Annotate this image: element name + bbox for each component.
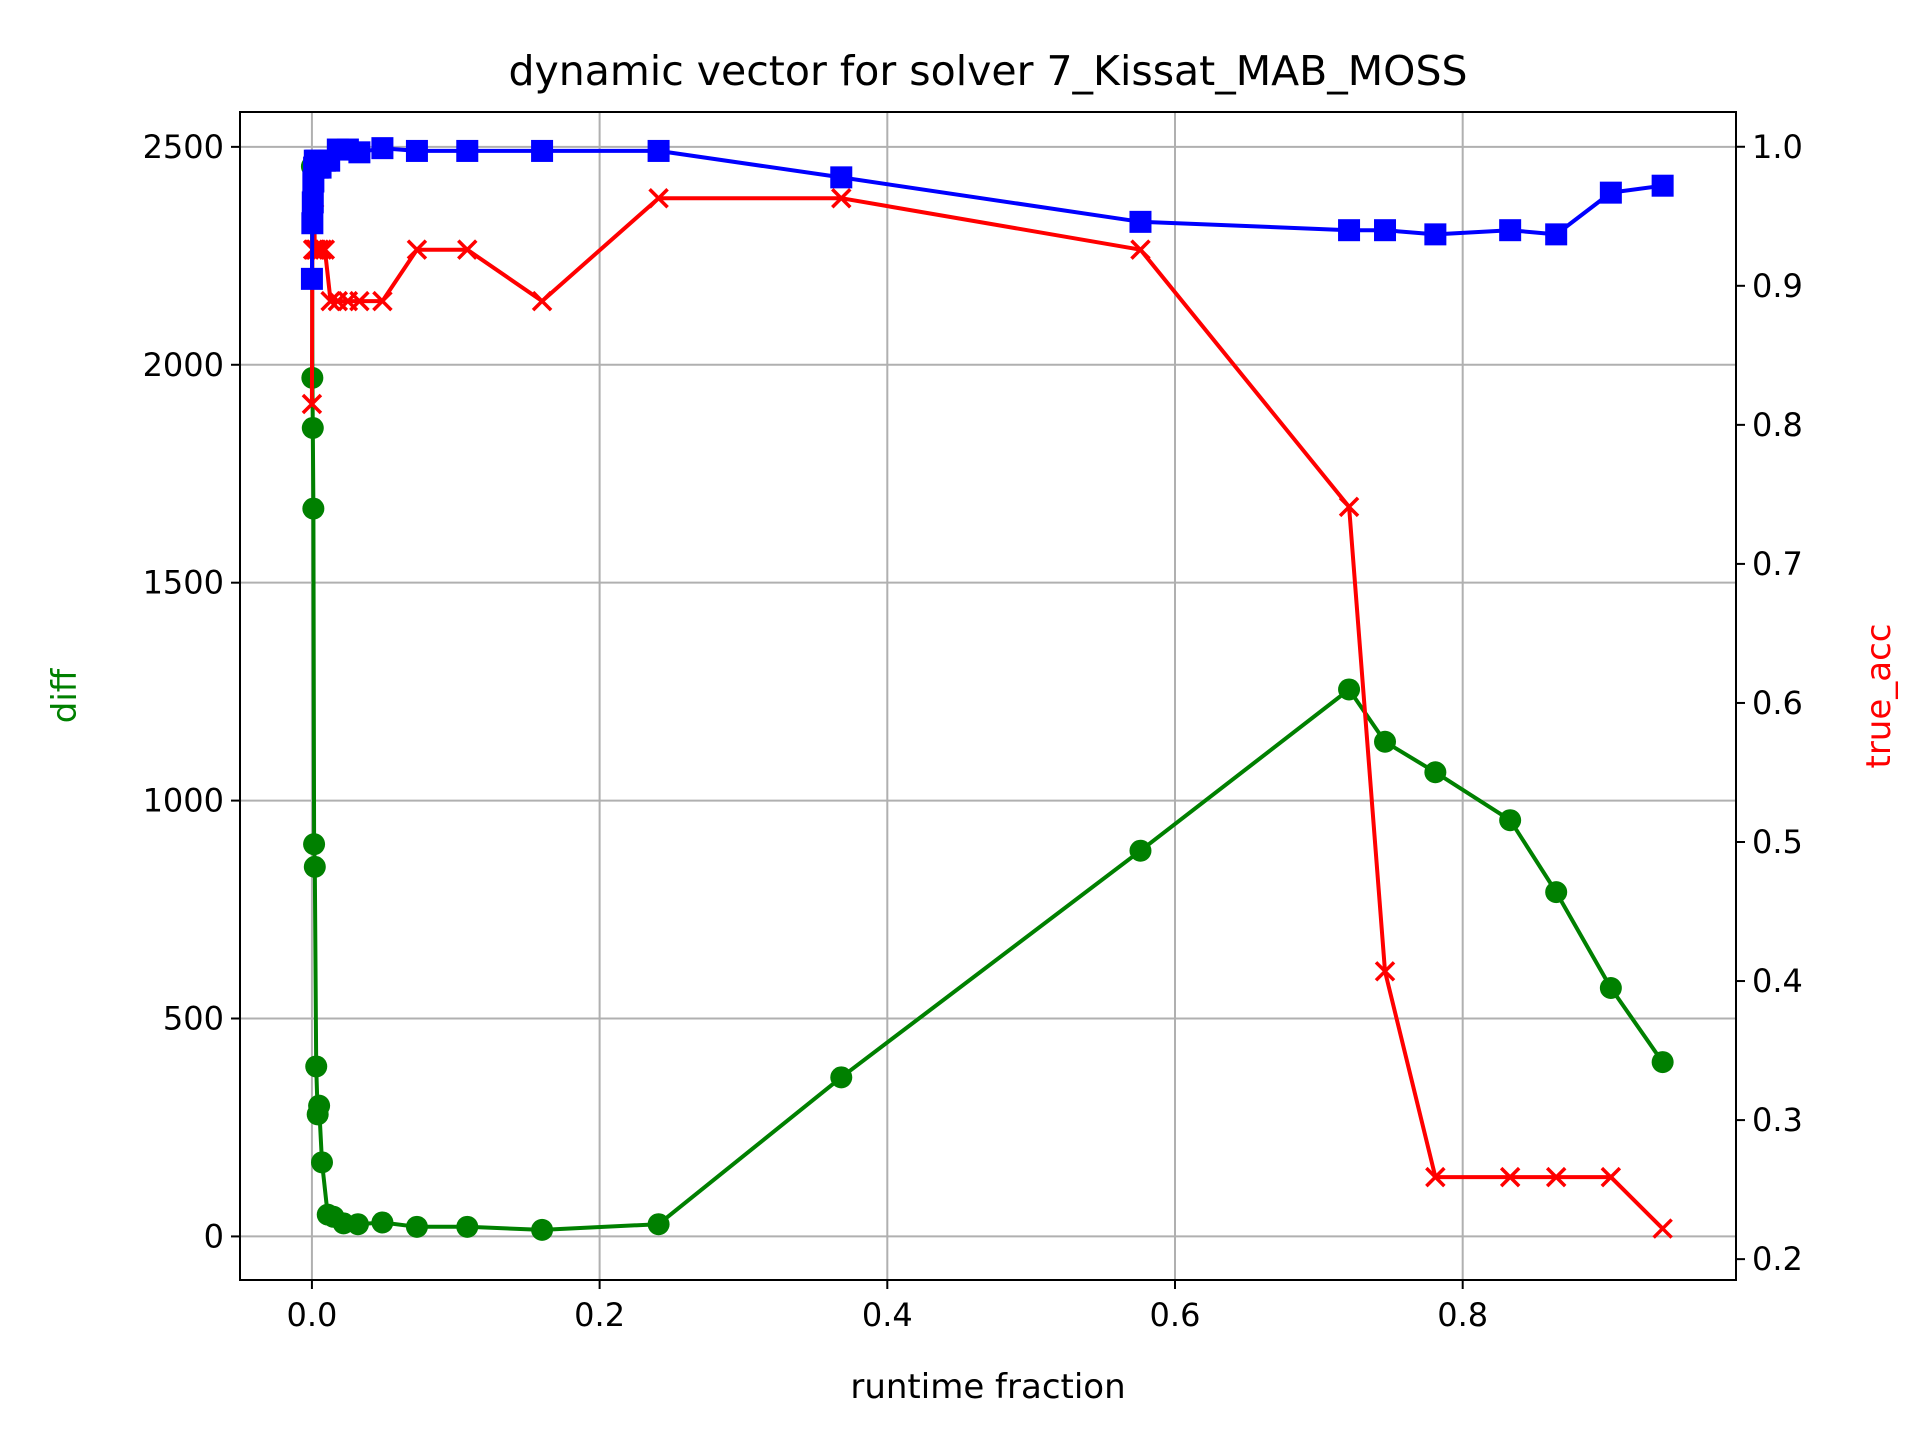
y-left-tick-label: 2500 <box>143 128 224 166</box>
data-point-circle <box>1374 730 1397 753</box>
data-point-circle <box>303 833 326 856</box>
x-axis-title: runtime fraction <box>850 1367 1125 1407</box>
data-point-circle <box>302 497 325 520</box>
y-right-tick-label: 0.5 <box>1752 823 1803 861</box>
y-left-tick-label: 1500 <box>143 564 224 602</box>
data-point-circle <box>1338 678 1361 701</box>
data-point-square <box>1499 219 1522 242</box>
data-point-x <box>1652 1218 1673 1239</box>
y-right-tick-label: 0.7 <box>1752 545 1803 583</box>
y-axis-right-title: true_acc <box>1859 624 1899 769</box>
axes: 0.0 0.2 0.4 0.6 0.8 0 500 1000 1500 2000 2500 0.2 0.… <box>143 128 1803 1334</box>
data-point-circle <box>830 1066 853 1089</box>
data-point-circle <box>1499 809 1522 832</box>
data-point-circle <box>305 1055 328 1078</box>
data-point-square <box>531 139 554 162</box>
data-point-circle <box>303 855 326 878</box>
data-point-square <box>1545 223 1568 246</box>
data-point-x <box>831 187 852 209</box>
data-point-square <box>1599 181 1622 204</box>
data-point-circle <box>1545 881 1568 904</box>
data-point-circle <box>1651 1051 1674 1074</box>
x-tick-label: 0.4 <box>862 1296 913 1334</box>
data-point-circle <box>456 1215 479 1238</box>
data-point-square <box>647 139 670 162</box>
data-point-square <box>1374 219 1397 242</box>
data-point-circle <box>531 1218 554 1241</box>
x-tick-label: 0.2 <box>574 1296 625 1334</box>
series-circle-line <box>309 166 1665 1232</box>
data-point-circle <box>1599 977 1622 999</box>
data-point-x <box>457 239 478 260</box>
data-point-x <box>531 290 553 312</box>
data-point-x <box>1338 496 1360 518</box>
data-point-square <box>371 137 394 160</box>
series-x-group <box>301 187 1673 1239</box>
data-point-circle <box>308 1094 331 1117</box>
data-point-circle <box>1424 761 1447 784</box>
data-point-x <box>1600 1166 1622 1188</box>
x-tick-label: 0.0 <box>286 1296 337 1334</box>
data-point-square <box>456 139 479 162</box>
data-point-square <box>300 267 323 290</box>
data-point-circle <box>1129 839 1152 862</box>
y-axis-left-title: diff <box>45 667 85 723</box>
y-right-tick-label: 0.6 <box>1752 684 1803 722</box>
data-point-x <box>311 239 333 260</box>
data-point-x <box>1374 961 1396 982</box>
data-point-circle <box>371 1211 394 1234</box>
x-tick-label: 0.8 <box>1437 1296 1488 1334</box>
y-left-tick-label: 500 <box>163 1000 224 1038</box>
plot-frame <box>239 111 1737 1281</box>
y-left-tick-label: 1000 <box>143 782 224 820</box>
data-point-x <box>1545 1166 1567 1188</box>
data-point-square <box>348 141 371 164</box>
y-right-tick-label: 1.0 <box>1752 128 1803 166</box>
series-layer <box>300 137 1674 1241</box>
chart-title: dynamic vector for solver 7_Kissat_MAB_M… <box>508 47 1467 95</box>
data-point-square <box>1651 174 1674 197</box>
data-point-x <box>320 290 341 312</box>
x-tick-label: 0.6 <box>1150 1296 1201 1334</box>
data-point-circle <box>301 416 324 439</box>
grid <box>240 112 1736 1280</box>
y-right-tick-label: 0.2 <box>1752 1240 1803 1278</box>
data-point-circle <box>310 1151 333 1174</box>
data-point-square <box>1129 210 1152 233</box>
data-point-x <box>1425 1166 1446 1188</box>
data-point-square <box>1424 223 1447 246</box>
data-point-x <box>314 239 336 260</box>
data-point-square <box>1338 219 1361 242</box>
y-right-tick-label: 0.8 <box>1752 406 1803 444</box>
data-point-x <box>1130 239 1151 260</box>
data-point-square <box>301 212 324 235</box>
data-point-x <box>372 290 393 312</box>
data-point-x <box>1499 1166 1521 1188</box>
data-point-x <box>301 393 323 415</box>
data-point-x <box>648 187 669 209</box>
y-right-tick-label: 0.3 <box>1752 1101 1803 1139</box>
data-point-circle <box>405 1215 428 1238</box>
y-right-tick-label: 0.4 <box>1752 962 1803 1000</box>
data-point-square <box>405 139 428 162</box>
y-right-tick-label: 0.9 <box>1752 267 1803 305</box>
data-point-x <box>406 239 428 260</box>
y-left-tick-label: 2000 <box>143 346 224 384</box>
data-point-square <box>301 191 324 214</box>
data-point-circle <box>647 1213 670 1236</box>
data-point-square <box>830 166 853 189</box>
y-left-tick-label: 0 <box>204 1217 224 1255</box>
data-point-circle <box>346 1213 369 1236</box>
data-point-x <box>349 290 370 312</box>
series-square-group <box>300 137 1674 290</box>
